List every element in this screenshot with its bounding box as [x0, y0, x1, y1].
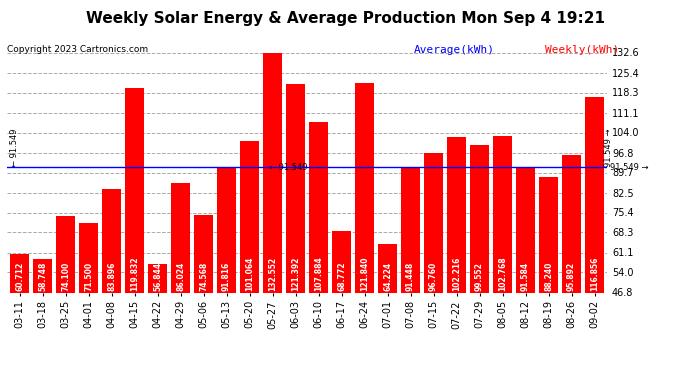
- Bar: [562, 155, 581, 292]
- Text: ← 91.549: ← 91.549: [10, 129, 19, 167]
- Text: 96.760: 96.760: [429, 262, 438, 291]
- Bar: [125, 88, 144, 292]
- Bar: [263, 53, 282, 292]
- Text: 56.844: 56.844: [153, 262, 162, 291]
- Bar: [194, 215, 213, 292]
- Text: 64.224: 64.224: [383, 262, 392, 291]
- Text: 88.240: 88.240: [544, 262, 553, 291]
- Bar: [378, 244, 397, 292]
- Bar: [217, 166, 236, 292]
- Text: Weekly(kWh): Weekly(kWh): [545, 45, 620, 55]
- Bar: [171, 183, 190, 292]
- Text: 116.856: 116.856: [590, 257, 599, 291]
- Text: 91.549 →: 91.549 →: [604, 129, 613, 167]
- Text: 102.216: 102.216: [452, 257, 461, 291]
- Text: 68.772: 68.772: [337, 262, 346, 291]
- Text: Average(kWh): Average(kWh): [414, 45, 495, 55]
- Bar: [515, 167, 535, 292]
- Text: Weekly Solar Energy & Average Production Mon Sep 4 19:21: Weekly Solar Energy & Average Production…: [86, 11, 604, 26]
- Text: Copyright 2023 Cartronics.com: Copyright 2023 Cartronics.com: [7, 45, 148, 54]
- Text: 74.100: 74.100: [61, 262, 70, 291]
- Text: ← 91.549: ← 91.549: [268, 163, 307, 172]
- Bar: [470, 145, 489, 292]
- Text: 60.712: 60.712: [15, 262, 24, 291]
- Bar: [286, 84, 305, 292]
- Bar: [401, 168, 420, 292]
- Text: 74.568: 74.568: [199, 262, 208, 291]
- Text: 95.892: 95.892: [567, 262, 576, 291]
- Bar: [447, 138, 466, 292]
- Text: 91.816: 91.816: [222, 262, 231, 291]
- Text: 91.584: 91.584: [521, 262, 530, 291]
- Bar: [332, 231, 351, 292]
- Bar: [79, 224, 99, 292]
- Bar: [493, 136, 512, 292]
- Text: 99.552: 99.552: [475, 262, 484, 291]
- Text: 121.840: 121.840: [360, 256, 369, 291]
- Text: 107.884: 107.884: [314, 256, 323, 291]
- Bar: [33, 259, 52, 292]
- Text: 102.768: 102.768: [498, 256, 507, 291]
- Bar: [240, 141, 259, 292]
- Bar: [10, 254, 29, 292]
- Bar: [148, 264, 167, 292]
- Text: 132.552: 132.552: [268, 257, 277, 291]
- Text: 86.024: 86.024: [176, 262, 185, 291]
- Bar: [56, 216, 75, 292]
- Text: 121.392: 121.392: [291, 257, 300, 291]
- Text: 101.064: 101.064: [245, 257, 254, 291]
- Text: 71.500: 71.500: [84, 262, 93, 291]
- Text: 91.549 →: 91.549 →: [610, 163, 649, 172]
- Bar: [102, 189, 121, 292]
- Bar: [585, 96, 604, 292]
- Bar: [308, 122, 328, 292]
- Bar: [355, 82, 374, 292]
- Text: 83.896: 83.896: [107, 262, 116, 291]
- Text: 119.832: 119.832: [130, 256, 139, 291]
- Text: 91.448: 91.448: [406, 262, 415, 291]
- Bar: [424, 153, 443, 292]
- Text: 58.748: 58.748: [38, 262, 47, 291]
- Bar: [539, 177, 558, 292]
